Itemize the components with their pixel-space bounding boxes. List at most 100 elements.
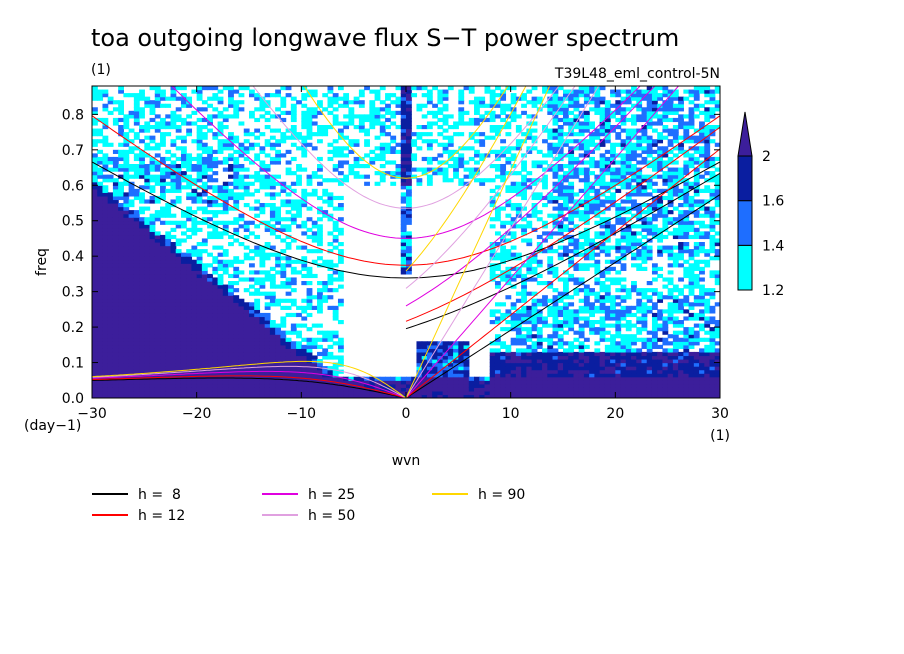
heatmap-cell — [92, 164, 98, 169]
heatmap-cell — [175, 295, 182, 300]
heatmap-cell — [112, 291, 119, 296]
heatmap-cell — [426, 89, 433, 94]
heatmap-cell — [180, 366, 187, 371]
heatmap-cell — [259, 330, 266, 335]
heatmap-cell — [107, 100, 114, 105]
heatmap-cell — [306, 327, 313, 332]
heatmap-cell — [552, 383, 559, 388]
heatmap-cell — [615, 383, 622, 388]
heatmap-cell — [589, 312, 595, 318]
heatmap-cell — [207, 305, 213, 310]
heatmap-cell — [196, 330, 203, 335]
heatmap-cell — [196, 376, 203, 381]
heatmap-cell — [337, 387, 344, 392]
heatmap-cell — [510, 362, 517, 367]
heatmap-cell — [290, 302, 297, 307]
heatmap-cell — [542, 195, 548, 201]
heatmap-cell — [160, 135, 166, 140]
heatmap-cell — [453, 171, 459, 176]
heatmap-cell — [610, 295, 616, 300]
heatmap-cell — [400, 117, 407, 123]
heatmap-cell — [542, 355, 548, 360]
heatmap-cell — [201, 160, 208, 165]
heatmap-cell — [238, 327, 245, 332]
heatmap-cell — [160, 390, 166, 396]
heatmap-cell — [207, 394, 213, 398]
heatmap-cell — [165, 103, 172, 108]
heatmap-cell — [406, 234, 412, 240]
heatmap-cell — [510, 284, 517, 289]
heatmap-cell — [254, 178, 261, 183]
heatmap-cell — [285, 387, 292, 392]
heatmap-cell — [269, 380, 276, 385]
heatmap-cell — [128, 217, 135, 222]
heatmap-cell — [196, 206, 203, 211]
heatmap-cell — [563, 309, 569, 314]
heatmap-cell — [133, 93, 140, 98]
heatmap-cell — [327, 213, 334, 218]
heatmap-cell — [578, 390, 585, 396]
heatmap-cell — [547, 107, 554, 112]
heatmap-cell — [526, 242, 533, 247]
heatmap-cell — [547, 110, 554, 115]
heatmap-cell — [175, 380, 182, 385]
heatmap-cell — [107, 277, 114, 282]
heatmap-cell — [102, 217, 109, 222]
heatmap-cell — [615, 174, 622, 179]
heatmap-cell — [118, 362, 124, 367]
heatmap-cell — [139, 167, 145, 172]
heatmap-cell — [254, 380, 261, 385]
heatmap-cell — [144, 178, 151, 183]
heatmap-cell — [269, 203, 276, 208]
heatmap-cell — [406, 89, 412, 94]
heatmap-cell — [489, 125, 496, 130]
heatmap-cell — [311, 188, 318, 193]
heatmap-cell — [222, 369, 229, 374]
heatmap-cell — [154, 93, 161, 98]
heatmap-cell — [610, 160, 616, 165]
heatmap-cell — [191, 259, 198, 264]
heatmap-cell — [107, 256, 114, 261]
heatmap-cell — [500, 341, 507, 346]
heatmap-cell — [123, 348, 130, 353]
heatmap-cell — [259, 327, 266, 332]
heatmap-cell — [327, 110, 334, 115]
heatmap-cell — [479, 96, 486, 101]
heatmap-cell — [92, 320, 98, 325]
heatmap-cell — [160, 93, 166, 98]
heatmap-cell — [521, 192, 527, 197]
heatmap-cell — [133, 277, 140, 282]
heatmap-cell — [128, 220, 135, 225]
heatmap-cell — [563, 107, 569, 112]
heatmap-cell — [97, 224, 104, 229]
heatmap-cell — [589, 302, 595, 307]
heatmap-cell — [594, 100, 601, 105]
heatmap-cell — [170, 178, 177, 183]
heatmap-cell — [201, 351, 208, 357]
heatmap-cell — [259, 334, 266, 339]
heatmap-cell — [249, 387, 255, 392]
heatmap-cell — [604, 394, 611, 398]
heatmap-cell — [107, 273, 114, 279]
heatmap-cell — [547, 366, 554, 371]
heatmap-cell — [175, 146, 182, 151]
heatmap-cell — [128, 323, 135, 328]
heatmap-cell — [494, 93, 501, 98]
heatmap-cell — [175, 249, 182, 254]
heatmap-cell — [123, 390, 130, 396]
heatmap-cell — [139, 373, 145, 378]
heatmap-cell — [547, 192, 554, 197]
heatmap-cell — [212, 295, 219, 300]
heatmap-cell — [170, 153, 177, 158]
heatmap-cell — [547, 344, 554, 349]
heatmap-cell — [175, 362, 182, 367]
heatmap-cell — [201, 242, 208, 247]
heatmap-cell — [531, 344, 538, 349]
heatmap-cell — [196, 351, 203, 357]
heatmap-cell — [196, 139, 203, 144]
heatmap-cell — [217, 192, 224, 197]
heatmap-cell — [594, 178, 601, 183]
heatmap-cell — [552, 376, 559, 381]
heatmap-cell — [133, 132, 140, 137]
heatmap-cell — [149, 291, 156, 296]
